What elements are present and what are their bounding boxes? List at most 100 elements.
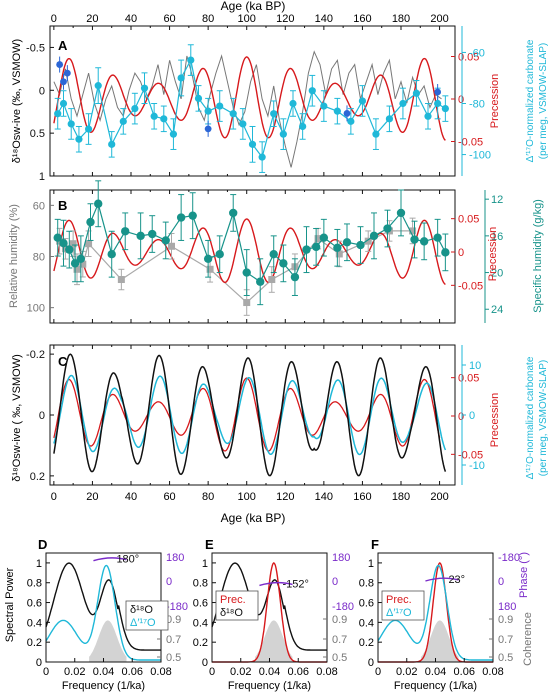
power-tick-label: 1 (202, 558, 208, 570)
panel-c-letter: C (58, 354, 68, 369)
cyan-point (399, 99, 407, 108)
age-tick-label: 200 (430, 13, 448, 25)
coherence-tick-label: 0.9 (498, 614, 513, 626)
y-tick-label: 16 (491, 231, 503, 243)
cyan-point (67, 120, 75, 128)
cyan-point (258, 153, 266, 161)
freq-tick-label: 0.06 (122, 666, 143, 678)
coherence-tick-label: 0.5 (166, 652, 181, 664)
legend-box (381, 590, 425, 621)
gray-square-point (314, 235, 322, 243)
age-tick-label: 120 (276, 491, 294, 503)
y-tick-label: 24 (491, 304, 503, 316)
panel-c: C -0.200.2 0.050-0.05 100-10 0 20 40 60 80 10… (11, 344, 549, 525)
legend-entry: Prec. (386, 594, 412, 606)
age-tick-label: 120 (276, 13, 294, 25)
precession-line (53, 56, 446, 141)
power-tick-label: 0.2 (27, 637, 42, 649)
teal-point (203, 254, 213, 263)
teal-point (176, 213, 186, 222)
cyan-point (187, 56, 195, 64)
teal-point (356, 240, 365, 250)
y-tick-label: -0.5 (26, 42, 45, 54)
gray-square-point (117, 276, 125, 284)
teal-point (441, 248, 450, 257)
age-tick-label: 180 (392, 491, 410, 503)
panel-d: D Spectral Power (4, 537, 47, 642)
legend-entry: Prec. (220, 594, 246, 606)
teal-point (161, 236, 170, 245)
power-tick-label: 0 (36, 657, 42, 669)
blue-point (204, 125, 212, 133)
freq-axis-label: Frequency (1/ka) (62, 680, 145, 692)
legend-entry: δ¹⁸O (220, 607, 243, 619)
age-tick-label: 60 (163, 13, 175, 25)
cyan-point (84, 125, 93, 133)
coherence-fill (89, 620, 127, 662)
cyan-point (248, 140, 257, 148)
teal-point (53, 233, 62, 242)
y-tick-label: 60 (33, 200, 45, 212)
cyan-point (299, 122, 307, 131)
panel-a-top-ticks: 0 20 40 60 80 100 120 140 160 180 200 (51, 13, 449, 176)
cyan-point (424, 112, 432, 120)
cyan-point (177, 74, 185, 82)
panel-b: B 60 80 100 0.05 0 -0.05 12 16 20 24 Relative h… (8, 180, 544, 324)
panel-a-red-ticks: 0.05 0 -0.05 (451, 52, 483, 149)
freq-tick-label: 0.08 (482, 666, 503, 678)
y-tick-label: 0.05 (458, 214, 479, 226)
gray-square-point (168, 242, 175, 250)
coherence-tick-label: 0.7 (498, 634, 513, 646)
gray-square-point (364, 237, 372, 245)
cyan-point (94, 82, 102, 90)
coherence-tick-label: 0.5 (498, 652, 513, 664)
panel-a-precession-label: Precession (489, 74, 501, 128)
delta18o-spectrum (211, 562, 327, 651)
panel-b-data (53, 180, 450, 323)
panel-e-letter: E (205, 537, 214, 552)
spectral-panels: 180° 0 0.02 0.04 0.06 0.08 Frequency (1/ka) 0 0.… (27, 552, 520, 692)
panel-e: E (205, 537, 214, 552)
teal-point (121, 227, 130, 236)
cyan-point (385, 115, 394, 123)
y-tick-label: -0.05 (458, 280, 483, 292)
freq-tick-label: 0.02 (230, 666, 251, 678)
panel-f: F Phase (°) Coherence (371, 537, 534, 666)
panel-a-cyan-label-1: Δ′¹⁷O-normalized carbonate (525, 39, 536, 162)
coherence-tick-label: 0.7 (332, 634, 347, 646)
cyan-point (279, 130, 287, 138)
phase-tick-label: -180 (498, 552, 520, 564)
phase-tick-label: -180 (166, 601, 188, 613)
panel-d-ylabel: Spectral Power (4, 567, 16, 642)
gray-square-point (335, 250, 343, 258)
y-tick-label: 1 (39, 171, 45, 183)
blue-point (63, 69, 71, 77)
teal-point (242, 268, 251, 277)
teal-point (76, 254, 86, 263)
gray-square-point (73, 265, 81, 273)
phase-tick-label: -180 (332, 601, 354, 613)
cyan-point (347, 117, 355, 125)
panel-a-ylabel: δ¹⁸Osw-ive (‰, VSMOW) (11, 39, 23, 163)
age-tick-label: 180 (392, 13, 410, 25)
age-tick-label: 20 (86, 13, 98, 25)
legend-entry: Δ′¹⁷O (130, 617, 156, 629)
gray-square-point (206, 265, 214, 273)
gray-square-point (69, 240, 77, 248)
freq-tick-label: 0.06 (454, 666, 475, 678)
y-tick-label: 12 (491, 194, 503, 206)
panel-a-frame (49, 25, 456, 177)
blue-point (56, 61, 64, 68)
phase-tick-label: 0 (332, 576, 338, 588)
phase-tick-label: 180 (166, 552, 184, 564)
y-tick-label: 0.5 (30, 128, 45, 140)
age-tick-label: 40 (125, 491, 137, 503)
cyan-point (289, 99, 297, 108)
freq-tick-label: 0.04 (259, 666, 280, 678)
age-tick-label: 0 (51, 491, 57, 503)
power-tick-label: 0.8 (359, 578, 374, 590)
cyan-point (308, 87, 316, 95)
panel-c-cyan-ticks: 10 0 -10 (461, 345, 485, 485)
freq-tick-label: 0 (375, 666, 381, 678)
